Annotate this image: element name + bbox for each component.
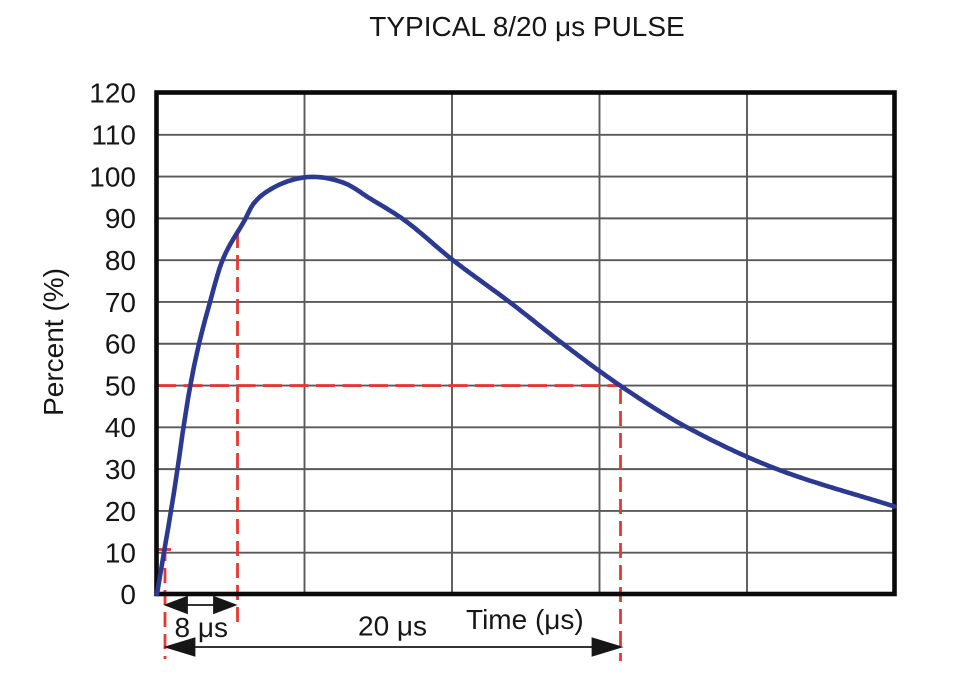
svg-text:90: 90 (105, 203, 136, 234)
svg-text:100: 100 (89, 161, 136, 192)
svg-text:0: 0 (120, 579, 136, 610)
svg-text:50: 50 (105, 370, 136, 401)
svg-text:Percent (%): Percent (%) (38, 268, 69, 416)
svg-text:80: 80 (105, 245, 136, 276)
svg-text:10: 10 (105, 538, 136, 569)
svg-text:TYPICAL 8/20 μs PULSE: TYPICAL 8/20 μs PULSE (369, 11, 684, 42)
svg-text:20 μs: 20 μs (358, 611, 427, 642)
svg-text:20: 20 (105, 496, 136, 527)
svg-text:30: 30 (105, 454, 136, 485)
svg-text:40: 40 (105, 412, 136, 443)
svg-text:110: 110 (91, 120, 136, 151)
svg-text:8 μs: 8 μs (175, 612, 228, 643)
svg-text:60: 60 (105, 329, 136, 360)
svg-text:Time (μs): Time (μs) (466, 604, 584, 635)
svg-text:120: 120 (89, 77, 136, 108)
svg-text:70: 70 (105, 287, 136, 318)
